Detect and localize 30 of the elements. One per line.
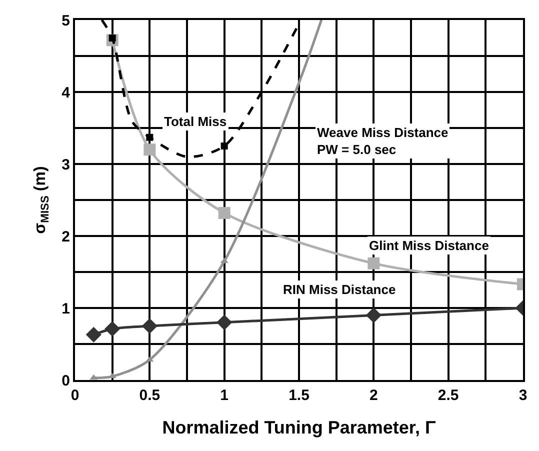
y-tick-label: 1 [62, 300, 70, 318]
x-axis-title: Normalized Tuning Parameter, Γ [162, 418, 436, 438]
x-tick-label: 3 [518, 387, 528, 404]
annotation: Glint Miss Distance [369, 238, 489, 253]
x-tick-label: 0.5 [139, 387, 160, 404]
point [86, 326, 102, 342]
point [104, 321, 120, 337]
x-tick-label: 1.5 [288, 387, 310, 404]
point [90, 374, 98, 380]
point [218, 206, 230, 219]
x-tick-label: 2.5 [438, 387, 459, 404]
point [368, 257, 380, 270]
y-tick-label: 4 [62, 84, 71, 102]
y-tick-label: 2 [62, 228, 70, 246]
point [144, 144, 156, 156]
annotation: Weave Miss Distance PW = 5.0 sec [317, 125, 448, 157]
x-tick-label: 2 [370, 387, 378, 404]
x-tick-label: 1 [220, 387, 228, 404]
point [146, 356, 154, 362]
point [366, 307, 382, 323]
y-tick-label: 0 [62, 372, 70, 390]
point [146, 134, 154, 141]
point [216, 314, 232, 330]
point [220, 142, 228, 150]
point [108, 372, 116, 378]
y-tick-label: 5 [62, 12, 70, 30]
y-tick-label: 3 [62, 156, 70, 174]
point [142, 318, 158, 334]
annotation: RIN Miss Distance [283, 282, 396, 297]
annotation: Total Miss [164, 114, 227, 129]
